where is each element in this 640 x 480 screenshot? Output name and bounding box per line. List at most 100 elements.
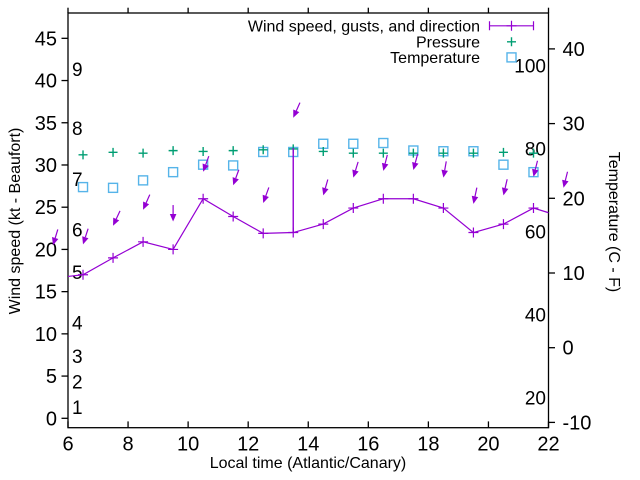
y-right-axis-title: Temperature (C - F) bbox=[605, 152, 622, 292]
pressure-marker bbox=[318, 146, 328, 156]
gust-arrow-head bbox=[52, 237, 59, 246]
x-tick-label: 20 bbox=[477, 434, 499, 456]
gust-arrow-head bbox=[113, 217, 120, 226]
gust-arrow-head bbox=[441, 169, 448, 178]
gust-arrow bbox=[52, 229, 59, 246]
beaufort-label: 4 bbox=[72, 313, 83, 334]
y-right-tick-label: 0 bbox=[563, 338, 574, 360]
y-left-tick-label: 5 bbox=[46, 366, 57, 388]
wind-point-marker bbox=[228, 211, 239, 222]
y-left-tick-label: 40 bbox=[35, 71, 57, 93]
beaufort-label: 3 bbox=[72, 347, 83, 368]
wind-point-marker bbox=[348, 203, 359, 214]
gust-arrow bbox=[412, 153, 419, 171]
beaufort-label: 2 bbox=[72, 373, 83, 394]
gust-arrow-head bbox=[82, 236, 89, 245]
gust-arrow-shaft bbox=[414, 153, 419, 163]
pressure-marker bbox=[228, 146, 238, 156]
gust-arrow bbox=[293, 102, 301, 118]
y-right-tick-label: 10 bbox=[563, 263, 585, 285]
pressure-marker bbox=[408, 148, 418, 158]
gust-arrow-head bbox=[532, 168, 539, 177]
gust-arrow-head bbox=[322, 187, 329, 196]
gust-arrow bbox=[143, 194, 151, 210]
fahrenheit-label: 80 bbox=[525, 140, 546, 161]
wind-point-marker bbox=[138, 236, 149, 247]
gust-arrow-shaft bbox=[265, 187, 270, 197]
wind-point-marker bbox=[528, 203, 539, 214]
gust-arrow-shaft bbox=[145, 194, 151, 204]
beaufort-label: 7 bbox=[72, 170, 83, 191]
y-left-tick-label: 45 bbox=[35, 28, 57, 50]
temperature-marker bbox=[137, 175, 149, 186]
temperature-marker bbox=[348, 138, 359, 149]
beaufort-label: 8 bbox=[72, 119, 83, 140]
temperature-marker bbox=[318, 138, 329, 149]
temperature-marker bbox=[77, 181, 89, 193]
pressure-marker bbox=[198, 146, 208, 156]
wind-point-marker bbox=[318, 219, 329, 230]
gust-arrow-shaft bbox=[474, 187, 478, 197]
gust-arrow-head bbox=[202, 163, 209, 172]
gust-arrow-head bbox=[143, 201, 150, 210]
gust-arrow bbox=[202, 156, 210, 172]
x-tick-label: 22 bbox=[537, 434, 559, 456]
gust-arrow-shaft bbox=[295, 102, 301, 112]
fahrenheit-label: 60 bbox=[525, 223, 546, 244]
wind-point-marker bbox=[408, 193, 419, 204]
x-tick-label: 10 bbox=[177, 434, 199, 456]
fahrenheit-label: 20 bbox=[525, 389, 546, 410]
fahrenheit-label: 40 bbox=[525, 306, 546, 327]
temperature-marker bbox=[107, 182, 119, 194]
pressure-marker bbox=[528, 148, 538, 158]
fahrenheit-label: 100 bbox=[514, 57, 546, 78]
wind-point-marker bbox=[258, 228, 269, 239]
beaufort-label: 6 bbox=[72, 221, 83, 242]
y-left-tick-label: 20 bbox=[35, 239, 57, 261]
gust-arrow-shaft bbox=[444, 161, 447, 171]
pressure-marker bbox=[468, 148, 478, 158]
gust-arrow-shaft bbox=[205, 156, 210, 165]
x-axis-title: Local time (Atlantic/Canary) bbox=[210, 455, 407, 472]
wind-point-marker bbox=[498, 219, 509, 230]
legend-label-wind: Wind speed, gusts, and direction bbox=[248, 18, 480, 35]
legend-label-pressure: Pressure bbox=[416, 34, 480, 51]
wind-point-marker bbox=[468, 227, 479, 238]
gust-arrow-shaft bbox=[324, 179, 329, 189]
pressure-marker bbox=[168, 146, 178, 156]
gust-arrow-head bbox=[293, 109, 300, 118]
x-tick-label: 18 bbox=[417, 434, 439, 456]
gust-arrow bbox=[113, 210, 121, 226]
wind-point-marker bbox=[559, 212, 569, 222]
legend-label-temperature: Temperature bbox=[390, 50, 480, 67]
wind-point-marker bbox=[78, 269, 89, 280]
temperature-marker bbox=[498, 159, 509, 170]
gust-arrow-head bbox=[232, 177, 239, 186]
gust-arrow-head bbox=[562, 179, 569, 188]
gust-arrow bbox=[262, 187, 270, 203]
gust-arrow-shaft bbox=[384, 154, 388, 164]
x-tick-label: 16 bbox=[357, 434, 379, 456]
pressure-marker bbox=[108, 147, 118, 157]
gust-arrow bbox=[82, 228, 89, 245]
y-right-tick-label: 30 bbox=[563, 114, 585, 136]
legend-sample-pressure-plus bbox=[507, 37, 516, 47]
pressure-marker bbox=[348, 148, 358, 158]
pressure-marker bbox=[378, 148, 388, 158]
gust-arrow-shaft bbox=[235, 169, 240, 179]
wind-point-marker bbox=[168, 244, 179, 255]
gust-arrow-head bbox=[381, 162, 389, 171]
x-tick-label: 8 bbox=[123, 434, 134, 456]
gust-arrow-head bbox=[412, 161, 419, 171]
pressure-marker bbox=[258, 145, 268, 155]
gust-arrow bbox=[532, 160, 539, 177]
gust-arrow-head bbox=[501, 187, 509, 196]
gust-arrow bbox=[562, 171, 569, 188]
gust-arrow-shaft bbox=[354, 161, 359, 171]
plot-border bbox=[67, 12, 550, 429]
gust-arrow-head bbox=[169, 214, 177, 222]
legend-sample-temperature-square bbox=[506, 52, 517, 63]
temperature-marker bbox=[227, 160, 239, 171]
y-left-tick-label: 10 bbox=[35, 324, 57, 346]
